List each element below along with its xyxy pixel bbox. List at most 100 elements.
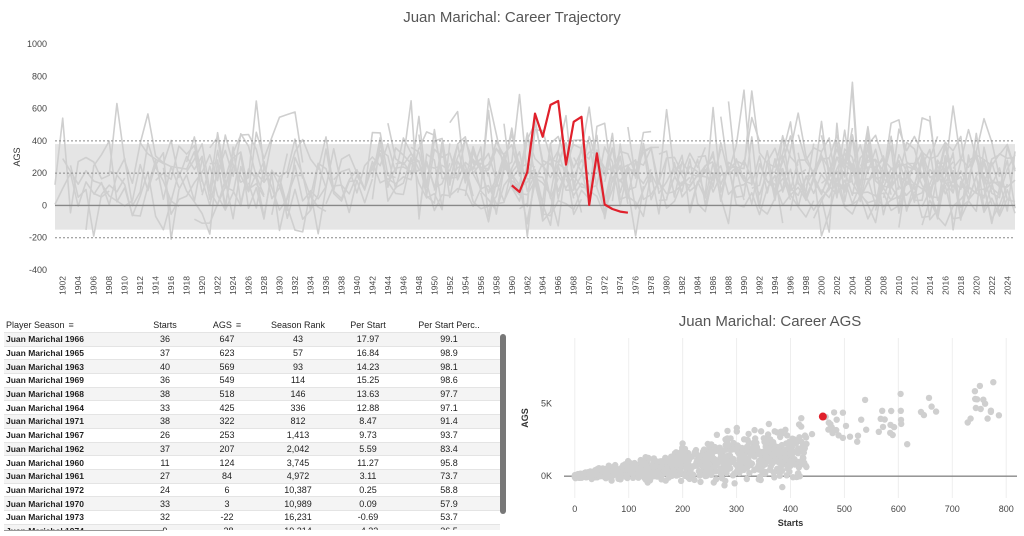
x-tick-label: 1978 <box>646 276 656 295</box>
table-row[interactable]: Juan Marichal 1963 40 569 93 14.23 98.1 <box>4 359 500 374</box>
table-cell: 207 <box>196 441 258 456</box>
x-tick-label: 1962 <box>522 276 532 295</box>
season-point <box>573 473 581 480</box>
table-cell: 3 <box>196 496 258 511</box>
column-header-ags[interactable]: AGS ≡ <box>212 320 242 330</box>
column-header-season-rank[interactable]: Season Rank <box>270 320 326 330</box>
y-axis-label: AGS <box>520 408 530 428</box>
season-point <box>971 388 979 395</box>
table-cell: 14.23 <box>338 359 398 374</box>
season-point <box>854 438 861 445</box>
x-tick-label: 2000 <box>816 276 826 295</box>
season-point <box>731 480 738 487</box>
table-cell: 2,042 <box>258 441 338 456</box>
season-point <box>767 463 774 470</box>
season-point <box>609 468 617 475</box>
sort-icon[interactable]: ≡ <box>235 320 242 330</box>
y-tick-label: 600 <box>32 104 47 114</box>
player-season-cell: Juan Marichal 1970 <box>4 496 134 511</box>
season-point <box>757 476 764 484</box>
x-tick-label: 500 <box>837 504 852 514</box>
season-point <box>897 390 904 398</box>
season-point <box>791 461 798 468</box>
season-point <box>777 428 785 435</box>
table-cell: 1,413 <box>258 427 338 442</box>
season-point <box>588 475 595 483</box>
season-point <box>854 432 862 439</box>
season-point <box>748 460 756 467</box>
x-tick-label: 1946 <box>398 276 408 295</box>
x-tick-label: 1974 <box>615 276 625 295</box>
table-cell: 38 <box>134 414 196 429</box>
season-point <box>632 463 639 471</box>
table-row[interactable]: Juan Marichal 1970 33 3 10,989 0.09 57.9 <box>4 496 500 511</box>
x-tick-label: 100 <box>621 504 636 514</box>
table-cell: 19,214 <box>258 523 338 530</box>
table-cell: 43 <box>258 332 338 347</box>
x-tick-label: 2004 <box>847 276 857 295</box>
x-tick-label: 1926 <box>244 276 254 295</box>
column-header-per-start[interactable]: Per Start <box>350 320 386 330</box>
season-point <box>664 467 671 474</box>
table-cell: 27 <box>134 468 196 484</box>
x-tick-label: 2024 <box>1002 276 1012 295</box>
table-row[interactable]: Juan Marichal 1964 33 425 336 12.88 97.1 <box>4 400 500 415</box>
season-point <box>767 436 774 443</box>
table-row[interactable]: Juan Marichal 1962 37 207 2,042 5.59 83.4 <box>4 441 500 456</box>
season-point <box>713 431 721 438</box>
x-tick-label: 1960 <box>507 276 517 295</box>
season-point <box>746 469 753 477</box>
season-point <box>976 382 984 390</box>
background-series-group <box>54 81 1016 240</box>
table-row[interactable]: Juan Marichal 1971 38 322 812 8.47 91.4 <box>4 414 500 429</box>
column-header-player-season[interactable]: Player Season ≡ <box>6 320 74 330</box>
column-header-per-start-percentile[interactable]: Per Start Perc.. <box>418 320 480 330</box>
table-row[interactable]: Juan Marichal 1973 32 -22 16,231 -0.69 53.7 <box>4 509 500 525</box>
season-point <box>729 446 736 453</box>
season-point <box>743 475 750 483</box>
table-cell: 36.5 <box>398 523 500 530</box>
season-point <box>764 447 771 454</box>
table-scrollbar[interactable] <box>500 334 506 514</box>
season-point <box>719 447 727 454</box>
x-tick-label: 1994 <box>770 276 780 295</box>
season-point <box>984 415 991 422</box>
season-point <box>778 462 785 470</box>
x-tick-label: 2022 <box>987 276 997 295</box>
table-row[interactable]: Juan Marichal 1969 36 549 114 15.25 98.6 <box>4 373 500 388</box>
season-point <box>712 476 720 483</box>
x-tick-label: 2010 <box>894 276 904 295</box>
table-row[interactable]: Juan Marichal 1966 36 647 43 17.97 99.1 <box>4 332 500 347</box>
table-row[interactable]: Juan Marichal 1967 26 253 1,413 9.73 93.7 <box>4 427 500 442</box>
season-point <box>724 427 731 435</box>
table-row[interactable]: Juan Marichal 1965 37 623 57 16.84 98.9 <box>4 345 500 360</box>
table-cell: 38 <box>134 386 196 401</box>
season-point <box>777 433 784 441</box>
x-tick-label: 1948 <box>414 276 424 295</box>
season-point <box>990 379 997 386</box>
table-header-row: Player Season ≡ Starts AGS ≡ Season Rank P… <box>4 318 500 333</box>
season-point <box>808 430 816 438</box>
table-row[interactable]: Juan Marichal 1968 38 518 146 13.63 97.7 <box>4 386 500 401</box>
season-point <box>904 441 911 448</box>
table-cell: 98.9 <box>398 345 500 360</box>
table-cell: -38 <box>196 523 258 530</box>
player-season-cell: Juan Marichal 1960 <box>4 455 134 470</box>
season-point <box>778 467 786 474</box>
table-cell: 322 <box>196 414 258 429</box>
season-point <box>803 463 810 471</box>
table-row[interactable]: Juan Marichal 1972 24 6 10,387 0.25 58.8 <box>4 482 500 497</box>
table-cell: 33 <box>134 496 196 511</box>
x-tick-label: 1954 <box>460 276 470 295</box>
season-point <box>842 422 850 430</box>
table-cell: 98.6 <box>398 373 500 388</box>
table-cell: 623 <box>196 345 258 360</box>
sort-icon[interactable]: ≡ <box>68 320 74 330</box>
table-row[interactable]: Juan Marichal 1961 27 84 4,972 3.11 73.7 <box>4 468 500 484</box>
season-table: Player Season ≡ Starts AGS ≡ Season Rank P… <box>4 318 512 530</box>
season-point <box>879 407 886 414</box>
column-header-starts[interactable]: Starts <box>153 320 177 330</box>
x-tick-label: 1956 <box>476 276 486 295</box>
table-row[interactable]: Juan Marichal 1960 11 124 3,745 11.27 95.8 <box>4 455 500 470</box>
